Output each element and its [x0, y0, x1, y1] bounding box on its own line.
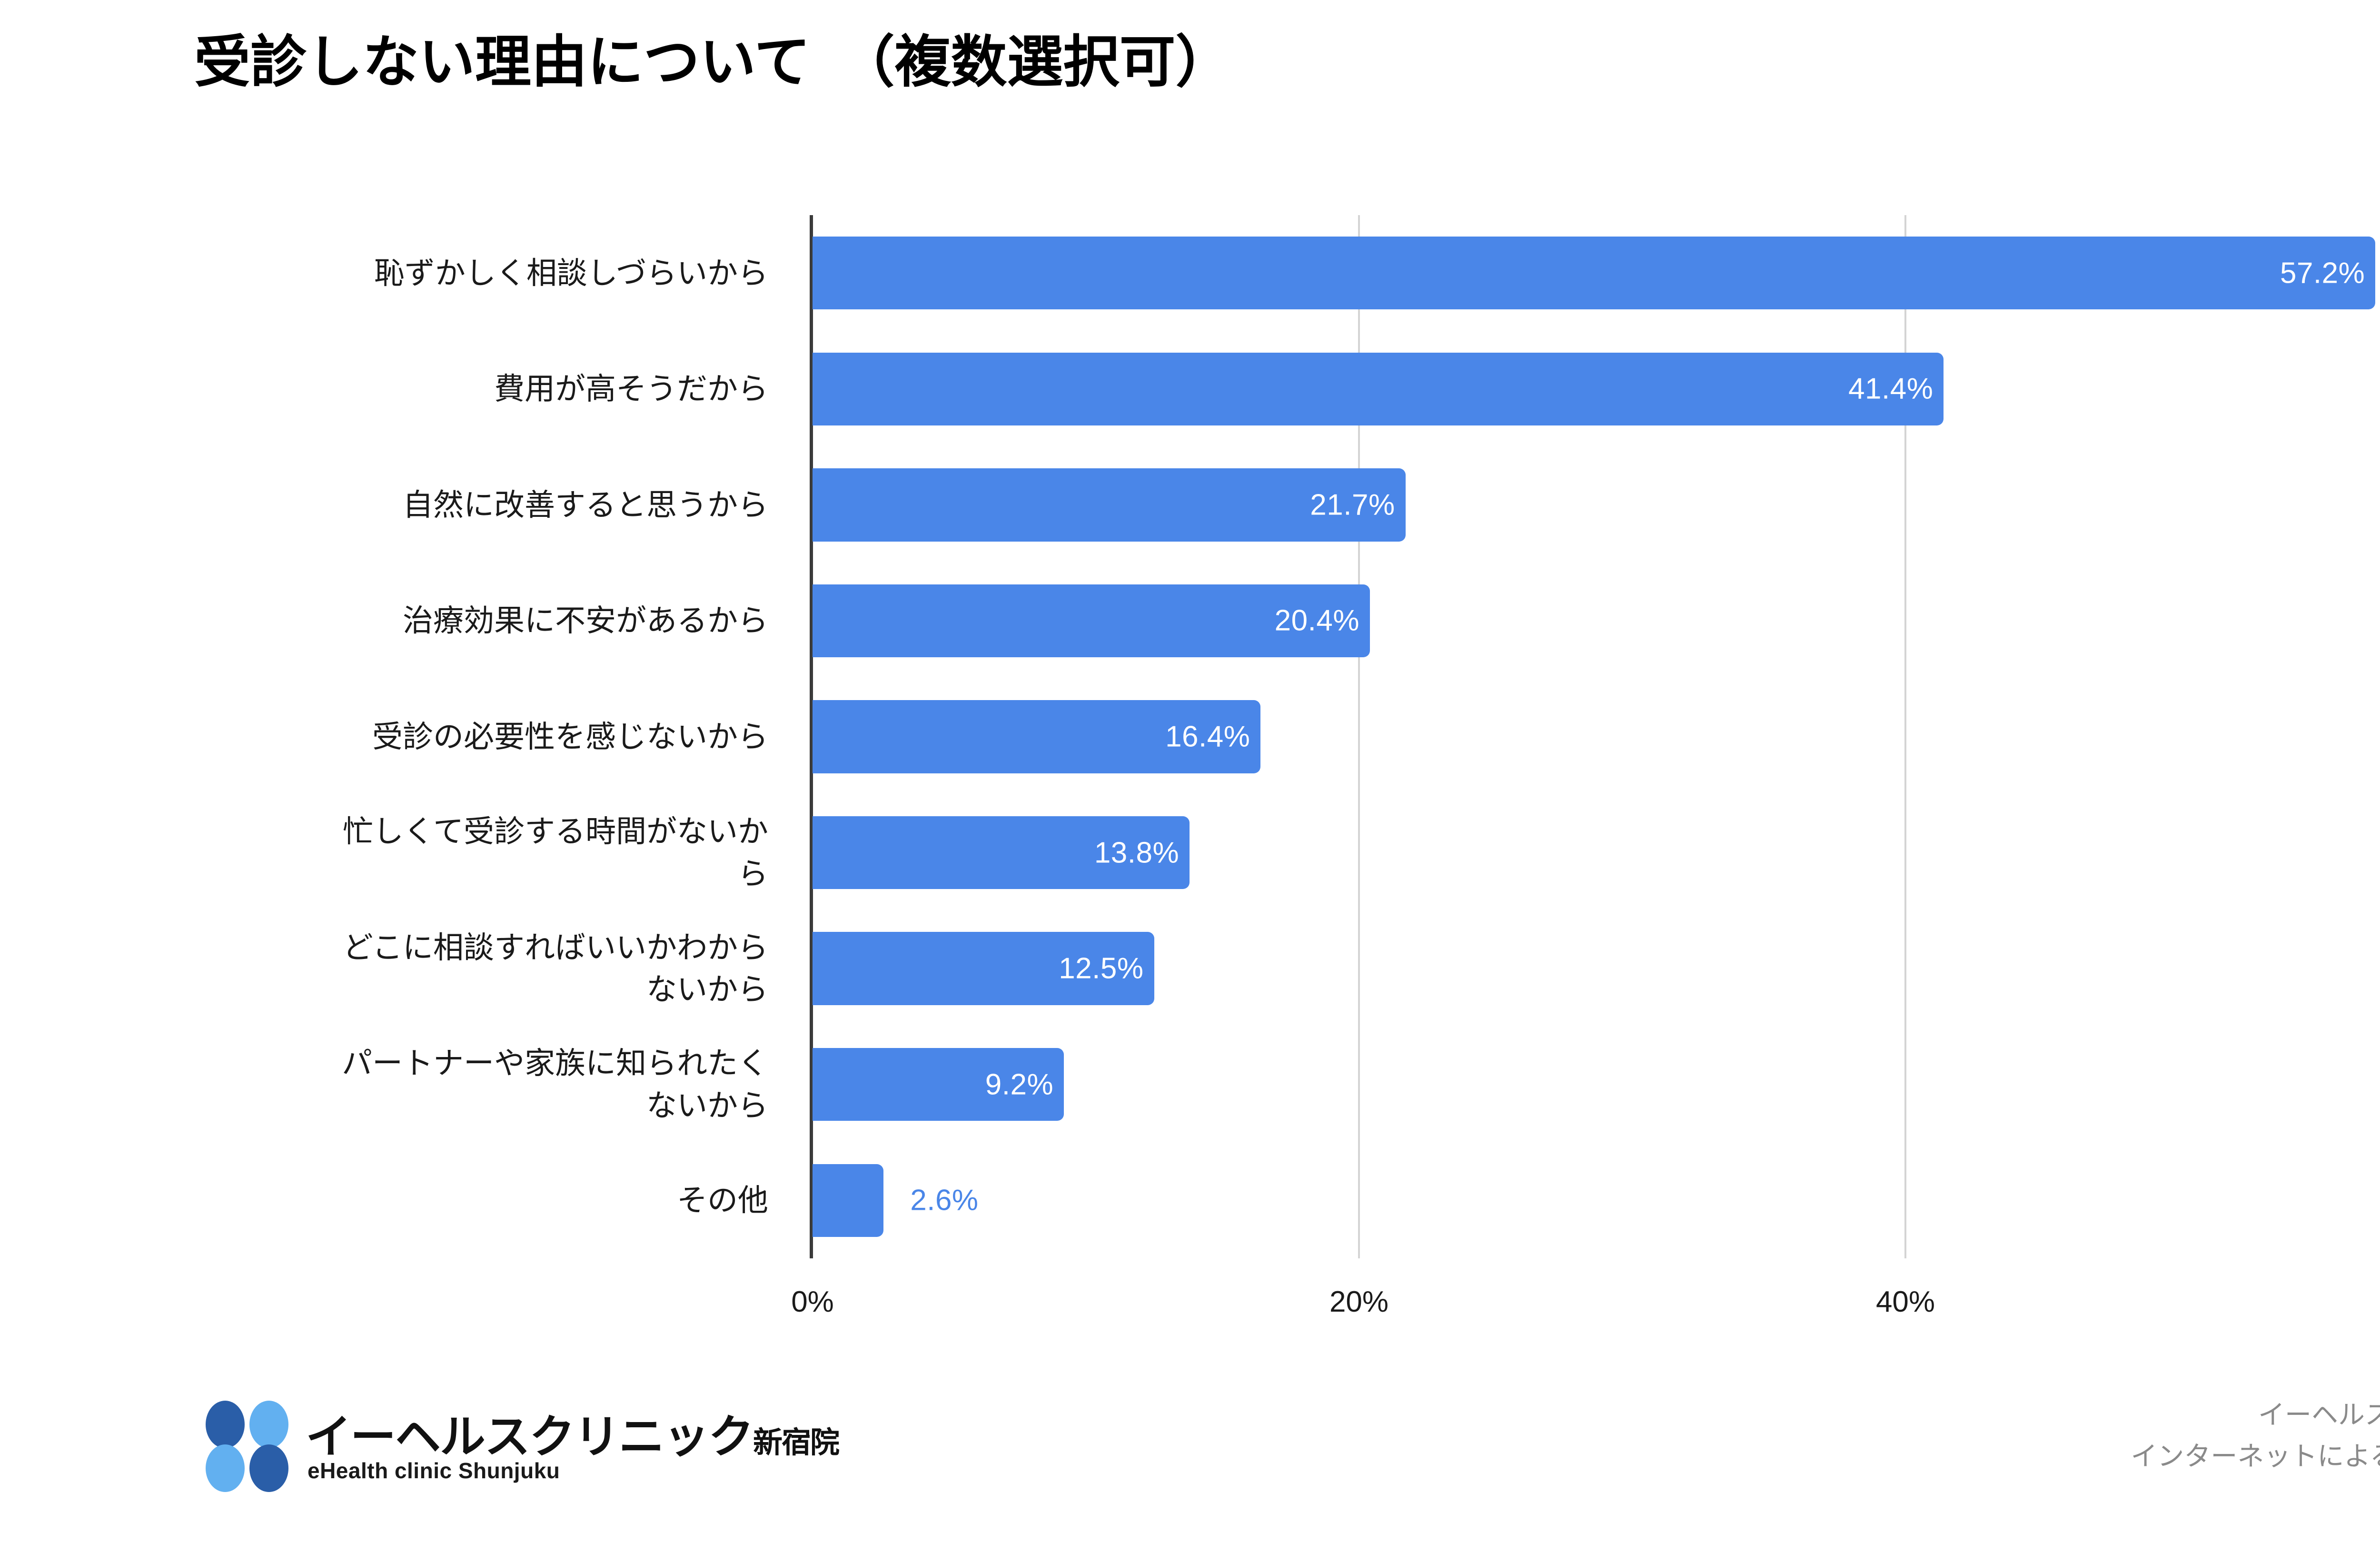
bar[interactable] [813, 1048, 1064, 1121]
bar[interactable] [813, 237, 2376, 310]
bar-row[interactable]: 41.4% [813, 352, 2380, 426]
bar-value-label: 21.7% [1310, 488, 1395, 522]
bar-value-label: 2.6% [910, 1184, 979, 1217]
category-label-text: 自然に改善すると思うから [403, 487, 768, 522]
page-title: 受診しない理由について （複数選択可） [194, 31, 1232, 94]
footer-survey-note: インターネットによる匿名調査｜n=183 [2131, 1441, 2380, 1471]
bar[interactable] [813, 1164, 884, 1237]
gridline-40 [1904, 215, 1906, 1258]
category-label: 自然に改善すると思うから [190, 447, 768, 563]
bar-value-label: 16.4% [1165, 720, 1250, 753]
bar-value-label: 12.5% [1059, 952, 1144, 985]
bar[interactable] [813, 700, 1261, 773]
category-label-text: 恥ずかしく相談しづらいから [374, 256, 768, 290]
flower-logo-icon [206, 1401, 295, 1492]
category-label-text: 治療効果に不安があるから [403, 603, 768, 638]
x-tick-20: 20% [1329, 1285, 1389, 1318]
category-label: 忙しくて受診する時間がないか ら [190, 795, 768, 911]
logo-name-main: イーヘルスクリニック [306, 1412, 754, 1463]
bar[interactable] [813, 932, 1154, 1005]
logo-name-romaji: eHealth clinic Shunjuku [307, 1458, 560, 1483]
petal-top-right-icon [249, 1401, 288, 1448]
bar-row[interactable]: 16.4% [813, 700, 2380, 773]
bar-row[interactable]: 9.2% [813, 1048, 2380, 1121]
petal-bottom-left-icon [206, 1444, 245, 1492]
category-label-text: 費用が高そうだから [494, 372, 768, 406]
bar-row[interactable]: 20.4% [813, 584, 2380, 658]
x-axis-tick-labels: 0%20%40%60% [791, 1285, 2380, 1333]
category-label-text: その他 [677, 1183, 768, 1218]
bar-value-label: 41.4% [1848, 372, 1934, 405]
gridline-20 [1358, 215, 1360, 1258]
x-tick-40: 40% [1875, 1285, 1935, 1318]
bar-value-label: 9.2% [985, 1068, 1054, 1101]
category-label: 恥ずかしく相談しづらいから [190, 215, 768, 331]
logo-name: イーヘルスクリニック新宿院 [306, 1400, 840, 1466]
bar[interactable] [813, 468, 1406, 542]
category-label-text: どこに相談すればいいかわから ないから [342, 930, 768, 1007]
bar-row[interactable]: 2.6% [813, 1164, 2380, 1237]
bar-row[interactable]: 13.8% [813, 816, 2380, 890]
category-label: どこに相談すればいいかわから ないから [190, 910, 768, 1027]
petal-top-left-icon [206, 1401, 245, 1448]
bar-value-label: 13.8% [1094, 836, 1180, 870]
category-label: その他 [190, 1142, 768, 1258]
category-label-text: パートナーや家族に知られたく ないから [342, 1046, 768, 1123]
bar[interactable] [813, 816, 1190, 890]
category-label: パートナーや家族に知られたく ないから [190, 1027, 768, 1143]
bar-value-label: 20.4% [1274, 604, 1359, 637]
bar-row[interactable]: 12.5% [813, 932, 2380, 1005]
logo-name-suffix: 新宿院 [753, 1426, 840, 1459]
footer-clinic-name: イーヘルスクリニック新宿院 [2258, 1400, 2380, 1430]
category-label: 受診の必要性を感じないから [190, 679, 768, 795]
x-tick-0: 0% [791, 1285, 834, 1318]
bar-value-label: 57.2% [2280, 257, 2365, 290]
y-axis-line [810, 215, 813, 1258]
bar[interactable] [813, 352, 1944, 426]
footer-note: イーヘルスクリニック新宿院 インターネットによる匿名調査｜n=183 [2131, 1394, 2380, 1477]
petal-bottom-right-icon [249, 1444, 288, 1492]
category-label-column: 恥ずかしく相談しづらいから費用が高そうだから自然に改善すると思うから 治療効果に不… [190, 215, 791, 1258]
bar-row[interactable]: 21.7% [813, 468, 2380, 542]
bar-row[interactable]: 57.2% [813, 237, 2380, 310]
category-label-text: 忙しくて受診する時間がないか ら [342, 814, 768, 891]
category-label: 治療効果に不安があるから [190, 563, 768, 679]
plot-area: 57.2% 41.4% 21.7% 20.4% 16.4% 13.8% 12.5% 9.2% 2… [813, 215, 2380, 1258]
clinic-logo: イーヘルスクリニック新宿院 eHealth clinic Shunjuku [206, 1397, 840, 1497]
category-label: 費用が高そうだから [190, 331, 768, 447]
category-label-text: 受診の必要性を感じないから [372, 719, 768, 754]
bar[interactable] [813, 584, 1370, 658]
